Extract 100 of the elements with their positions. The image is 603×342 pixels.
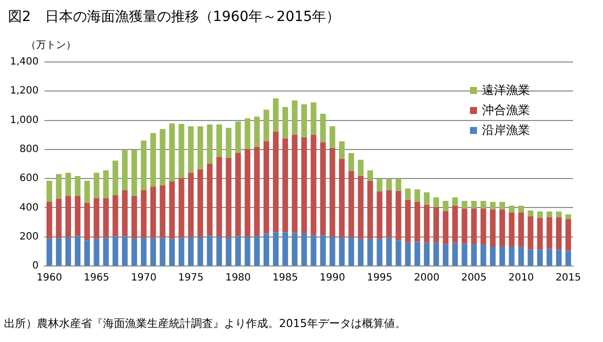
x-tick-label: 1965: [84, 272, 110, 284]
bar: [282, 138, 288, 232]
bar: [471, 244, 477, 266]
bar: [103, 238, 109, 266]
bar: [292, 134, 298, 233]
bar: [206, 164, 213, 236]
bar: [442, 200, 448, 212]
bar: [433, 242, 440, 266]
bar: [518, 206, 524, 212]
legend-label: 沖合漁業: [482, 102, 530, 118]
bar: [414, 202, 420, 242]
bar: [254, 236, 260, 266]
x-tick-label: 1975: [178, 272, 204, 284]
bar: [84, 240, 90, 266]
bar: [508, 212, 514, 246]
y-tick-label: 400: [20, 202, 39, 214]
bar: [528, 216, 534, 250]
bar: [112, 195, 118, 236]
bar: [376, 238, 382, 266]
bar: [188, 172, 194, 238]
bar: [254, 116, 260, 147]
x-tick-label: 1980: [225, 272, 251, 284]
bar: [112, 236, 118, 266]
bar: [358, 176, 364, 239]
bar: [320, 235, 326, 266]
x-tick-label: 2005: [461, 272, 487, 284]
bar: [131, 238, 138, 266]
bar: [301, 104, 307, 138]
bar: [358, 238, 364, 266]
bar: [188, 237, 194, 266]
bar: [320, 114, 326, 142]
bar: [490, 202, 496, 210]
bar: [272, 132, 279, 232]
bar: [556, 250, 562, 266]
text: 出所）農林水産省『海面漁業生産統計調査』より作成。2015年データは概算値。: [4, 316, 406, 331]
bar: [330, 236, 336, 266]
bar: [235, 121, 241, 153]
bar: [348, 170, 354, 238]
bar: [150, 238, 156, 266]
bar: [462, 244, 468, 266]
bar: [480, 200, 486, 209]
bar: [396, 240, 402, 266]
bar: [160, 238, 166, 266]
bar: [518, 246, 524, 266]
bar: [46, 238, 52, 266]
bar: [414, 189, 420, 202]
bar: [386, 238, 392, 266]
bar: [330, 148, 336, 237]
bar: [244, 236, 250, 266]
y-tick-label: 200: [20, 231, 39, 242]
bar: [178, 238, 184, 266]
bar: [150, 132, 156, 187]
bar: [188, 126, 194, 173]
x-tick-label: 2010: [508, 272, 534, 284]
bar: [264, 110, 270, 142]
bar: [348, 237, 354, 266]
bar: [414, 242, 420, 266]
bar: [462, 208, 468, 244]
bar: [339, 237, 345, 266]
bar: [216, 156, 222, 237]
bar: [84, 180, 90, 203]
bar: [140, 190, 147, 238]
bar: [424, 192, 430, 205]
bar: [546, 212, 552, 218]
bar: [56, 198, 62, 238]
bar: [528, 250, 534, 266]
bar: [471, 200, 477, 209]
x-tick-label: 1970: [130, 272, 156, 284]
bar: [178, 178, 184, 238]
bar: [471, 208, 477, 245]
legend-label: 遠洋漁業: [482, 82, 530, 98]
bar: [226, 158, 232, 238]
bar: [537, 212, 543, 218]
bar: [74, 236, 80, 266]
bar: [508, 246, 514, 266]
bar: [433, 207, 440, 243]
bar: [452, 242, 458, 266]
bar: [94, 238, 100, 266]
bar: [178, 124, 184, 178]
bar: [150, 186, 156, 238]
bar: [56, 238, 62, 266]
bar: [424, 204, 430, 243]
bar: [480, 208, 486, 245]
bar: [396, 178, 402, 191]
bar: [244, 118, 250, 149]
bar: [330, 126, 336, 148]
bar: [226, 237, 232, 266]
x-tick-label: 1960: [36, 272, 62, 284]
bar: [452, 206, 458, 243]
bar: [169, 181, 175, 239]
bar: [546, 217, 552, 249]
bar: [310, 134, 316, 236]
bar: [442, 244, 448, 266]
x-tick-label: 2015: [556, 272, 582, 284]
bar: [490, 209, 496, 246]
bar: [490, 246, 496, 266]
bar: [122, 190, 128, 236]
bar: [537, 250, 543, 266]
bar: [565, 219, 572, 251]
y-axis-title: （万トン）: [26, 39, 76, 52]
